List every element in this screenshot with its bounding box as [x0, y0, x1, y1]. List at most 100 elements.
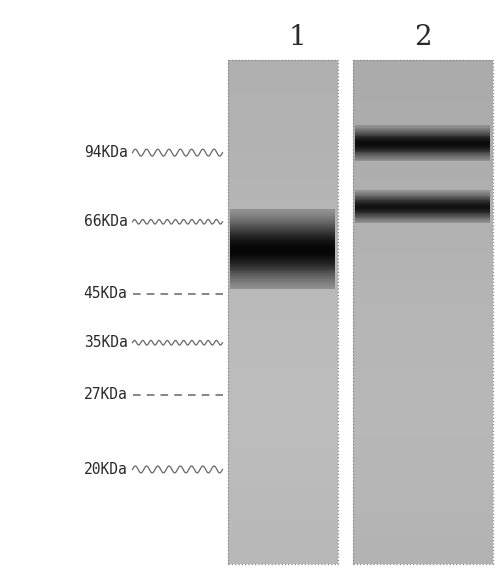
Bar — [228, 556, 338, 564]
Bar — [352, 464, 492, 472]
Bar — [352, 531, 492, 539]
Bar — [352, 414, 492, 422]
Bar — [228, 380, 338, 388]
Bar — [230, 261, 335, 264]
Bar — [230, 249, 335, 252]
Bar — [352, 69, 492, 77]
Bar — [228, 119, 338, 128]
Bar — [352, 312, 492, 321]
Bar — [355, 134, 490, 135]
Bar — [228, 312, 338, 321]
Bar — [355, 203, 490, 204]
Bar — [355, 200, 490, 201]
Bar — [355, 212, 490, 214]
Bar — [352, 380, 492, 388]
Bar — [352, 103, 492, 111]
Bar — [355, 157, 490, 158]
Bar — [352, 405, 492, 414]
Bar — [230, 225, 335, 228]
Bar — [355, 214, 490, 216]
Bar — [352, 548, 492, 556]
Bar — [355, 214, 490, 215]
Bar — [230, 275, 335, 278]
Bar — [230, 281, 335, 283]
Bar — [228, 161, 338, 170]
Bar — [355, 129, 490, 130]
Bar — [355, 141, 490, 142]
Bar — [230, 219, 335, 222]
Bar — [355, 126, 490, 127]
Bar — [228, 372, 338, 380]
Bar — [355, 141, 490, 143]
Bar — [230, 217, 335, 219]
Bar — [228, 539, 338, 548]
Bar — [228, 145, 338, 153]
Bar — [352, 119, 492, 128]
Bar — [355, 143, 490, 145]
Bar — [355, 154, 490, 155]
Bar — [355, 204, 490, 205]
Bar — [228, 447, 338, 455]
Bar — [228, 321, 338, 329]
Bar — [355, 136, 490, 137]
Bar — [228, 480, 338, 489]
Bar — [230, 267, 335, 270]
Bar — [230, 229, 335, 232]
Bar — [355, 127, 490, 128]
Bar — [228, 354, 338, 363]
Bar — [355, 218, 490, 219]
Bar — [230, 277, 335, 279]
Bar — [355, 145, 490, 146]
Bar — [352, 489, 492, 497]
Bar — [228, 203, 338, 212]
Bar — [228, 522, 338, 531]
Bar — [228, 245, 338, 253]
Bar — [355, 199, 490, 200]
Bar — [230, 221, 335, 223]
Bar — [352, 287, 492, 295]
Bar — [230, 279, 335, 282]
Bar — [352, 170, 492, 178]
Bar — [228, 111, 338, 119]
Bar — [230, 273, 335, 275]
Bar — [228, 287, 338, 295]
Bar — [352, 145, 492, 153]
Bar — [355, 221, 490, 222]
Bar — [352, 195, 492, 203]
Bar — [355, 198, 490, 200]
Bar — [355, 219, 490, 221]
Bar — [355, 149, 490, 151]
Bar — [355, 156, 490, 157]
Bar — [228, 497, 338, 506]
Bar — [352, 136, 492, 145]
Bar — [228, 396, 338, 405]
Bar — [352, 480, 492, 489]
Bar — [228, 212, 338, 220]
Bar — [228, 329, 338, 338]
Bar — [230, 245, 335, 248]
Bar — [355, 210, 490, 212]
Bar — [352, 539, 492, 548]
Bar — [355, 211, 490, 213]
Bar — [228, 548, 338, 556]
Bar — [355, 192, 490, 193]
Bar — [355, 139, 490, 140]
Bar — [355, 192, 490, 194]
Bar — [355, 222, 490, 223]
Bar — [228, 464, 338, 472]
Bar — [228, 438, 338, 447]
Bar — [355, 195, 490, 196]
Bar — [228, 430, 338, 438]
Bar — [230, 241, 335, 244]
Bar — [355, 202, 490, 203]
Bar — [230, 253, 335, 256]
Bar — [228, 94, 338, 103]
Bar — [355, 132, 490, 134]
Bar — [228, 170, 338, 178]
Bar — [230, 251, 335, 253]
Bar — [355, 133, 490, 135]
Bar — [355, 131, 490, 132]
Bar — [355, 194, 490, 196]
Bar — [352, 220, 492, 229]
Bar — [228, 514, 338, 522]
